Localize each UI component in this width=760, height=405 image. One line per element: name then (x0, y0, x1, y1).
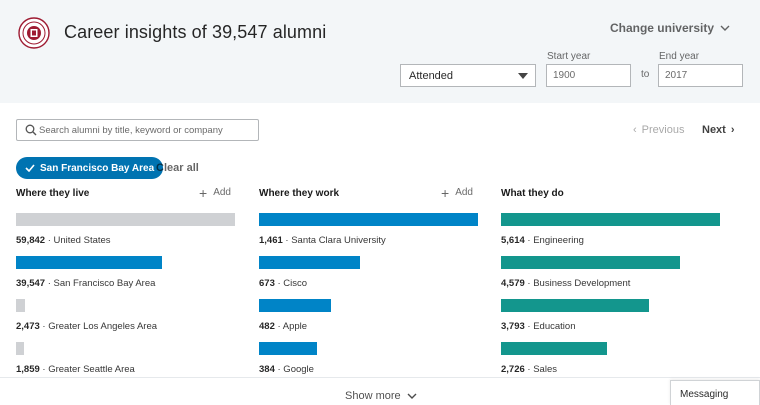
search-input[interactable] (39, 122, 253, 138)
insight-name: · Engineering (524, 235, 584, 246)
insight-bar[interactable] (16, 213, 235, 226)
attendance-select[interactable]: Attended (400, 64, 536, 87)
divider (0, 377, 760, 378)
add-filter-button[interactable]: + Add (441, 184, 473, 201)
insight-name: · Business Development (524, 278, 631, 289)
next-button[interactable]: Next › (702, 124, 735, 136)
header: Career insights of 39,547 alumni Change … (0, 0, 760, 103)
university-seal-icon (18, 17, 50, 49)
insight-bar[interactable] (259, 256, 360, 269)
insight-count: 5,614 (501, 235, 525, 246)
insight-label[interactable]: 673 · Cisco (259, 278, 307, 289)
show-more-button[interactable]: Show more (345, 390, 417, 402)
insight-bar[interactable] (16, 299, 25, 312)
column-heading: What they do (501, 188, 564, 199)
insight-count: 4,579 (501, 278, 525, 289)
insight-count: 384 (259, 364, 275, 375)
add-label: Add (455, 187, 473, 198)
add-label: Add (213, 187, 231, 198)
insight-label[interactable]: 384 · Google (259, 364, 314, 375)
insight-name: · Education (524, 321, 576, 332)
insight-count: 673 (259, 278, 275, 289)
insight-name: · United States (45, 235, 111, 246)
chevron-down-icon (407, 393, 417, 399)
search-box[interactable] (16, 119, 259, 141)
chevron-right-icon: › (730, 124, 735, 136)
chevron-down-icon (720, 25, 730, 31)
insight-count: 482 (259, 321, 275, 332)
end-year-input[interactable] (658, 64, 743, 87)
insight-name: · Santa Clara University (282, 235, 386, 246)
end-year-label: End year (659, 51, 700, 62)
plus-icon: + (199, 184, 208, 201)
insight-count: 1,859 (16, 364, 40, 375)
next-label: Next (702, 124, 726, 136)
insight-bar[interactable] (16, 342, 24, 355)
insight-name: · Greater Los Angeles Area (39, 321, 158, 332)
insight-label[interactable]: 2,726 · Sales (501, 364, 557, 375)
to-label: to (641, 69, 650, 80)
insight-count: 3,793 (501, 321, 525, 332)
insight-label[interactable]: 5,614 · Engineering (501, 235, 584, 246)
insight-name: · Google (274, 364, 314, 375)
insight-name: · San Francisco Bay Area (45, 278, 156, 289)
filter-chip-location[interactable]: San Francisco Bay Area (16, 157, 164, 179)
insight-name: · Greater Seattle Area (39, 364, 135, 375)
insight-count: 59,842 (16, 235, 46, 246)
add-filter-button[interactable]: + Add (199, 184, 231, 201)
insight-count: 2,726 (501, 364, 525, 375)
search-icon (25, 124, 37, 136)
insight-label[interactable]: 59,842 · United States (16, 235, 111, 246)
insight-bar[interactable] (501, 299, 649, 312)
column-heading: Where they work (259, 188, 340, 199)
insight-bar[interactable] (259, 213, 478, 226)
attendance-select-value: Attended (409, 70, 454, 82)
insight-label[interactable]: 1,859 · Greater Seattle Area (16, 364, 135, 375)
start-year-input[interactable] (546, 64, 631, 87)
insight-count: 2,473 (16, 321, 40, 332)
insight-label[interactable]: 1,461 · Santa Clara University (259, 235, 386, 246)
plus-icon: + (441, 184, 450, 201)
change-university-button[interactable]: Change university (610, 21, 730, 35)
page-title: Career insights of 39,547 alumni (64, 22, 327, 42)
insight-label[interactable]: 2,473 · Greater Los Angeles Area (16, 321, 157, 332)
insight-bar[interactable] (16, 256, 162, 269)
caret-down-icon (518, 73, 528, 79)
previous-label: Previous (641, 124, 685, 136)
previous-button[interactable]: ‹ Previous (633, 124, 684, 136)
messaging-button[interactable]: Messaging (670, 380, 760, 405)
insight-count: 1,461 (259, 235, 283, 246)
insight-label[interactable]: 39,547 · San Francisco Bay Area (16, 278, 155, 289)
insight-bar[interactable] (259, 342, 317, 355)
insight-bar[interactable] (259, 299, 331, 312)
insight-bar[interactable] (501, 256, 680, 269)
insight-count: 39,547 (16, 278, 46, 289)
column-heading: Where they live (16, 188, 90, 199)
start-year-label: Start year (547, 51, 591, 62)
insight-bar[interactable] (501, 213, 720, 226)
filter-chip-label: San Francisco Bay Area (40, 162, 155, 174)
insight-name: · Apple (274, 321, 308, 332)
insight-bar[interactable] (501, 342, 607, 355)
insight-name: · Sales (524, 364, 557, 375)
change-university-label: Change university (609, 21, 714, 35)
chevron-left-icon: ‹ (633, 124, 637, 136)
clear-all-button[interactable]: Clear all (156, 162, 199, 174)
insight-name: · Cisco (274, 278, 308, 289)
show-more-label: Show more (345, 390, 401, 402)
check-icon (25, 164, 35, 172)
insight-label[interactable]: 4,579 · Business Development (501, 278, 630, 289)
insight-label[interactable]: 482 · Apple (259, 321, 307, 332)
insight-label[interactable]: 3,793 · Education (501, 321, 575, 332)
